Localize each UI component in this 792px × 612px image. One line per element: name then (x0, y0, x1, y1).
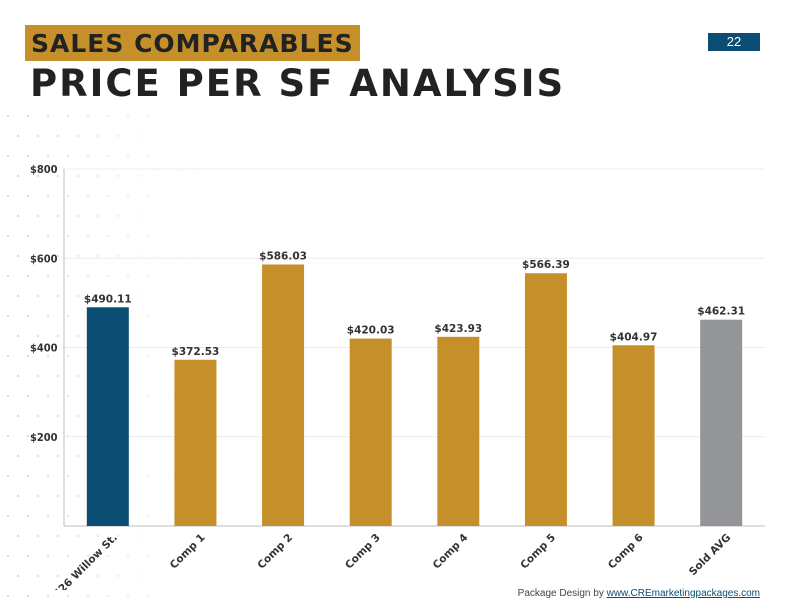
x-tick-label: Comp 4 (431, 532, 471, 572)
bar-value-label: $462.31 (697, 306, 745, 318)
y-tick-label: $600 (30, 252, 58, 265)
credit-prefix: Package Design by (517, 588, 604, 599)
bar-value-label: $372.53 (172, 346, 220, 358)
page-number: 22 (708, 33, 760, 51)
bar (612, 345, 655, 526)
y-tick-label: $400 (30, 342, 58, 355)
bar-value-label: $586.03 (259, 250, 307, 262)
x-tick-label: 1426 Willow St. (46, 532, 120, 590)
x-tick-label: Sold AVG (687, 532, 733, 578)
bar (700, 319, 743, 526)
x-tick-label: Comp 3 (343, 532, 383, 572)
bar (437, 336, 480, 526)
bar (524, 273, 567, 526)
bar-value-label: $404.97 (610, 331, 658, 343)
credit-link[interactable]: www.CREmarketingpackages.com (606, 588, 760, 599)
x-tick-label: Comp 2 (255, 532, 295, 572)
bar (174, 359, 217, 526)
x-tick-label: Comp 6 (606, 532, 646, 572)
page-title: PRICE PER SF ANALYSIS (30, 62, 566, 105)
price-per-sf-bar-chart: $200 $400 $600 $800 $490.11 1426 Willow St. $3… (30, 163, 765, 590)
bar-value-label: $420.03 (347, 325, 395, 337)
bar-value-label: $566.39 (522, 259, 570, 271)
x-tick-label: Comp 5 (518, 532, 558, 572)
y-tick-label: $200 (30, 431, 58, 444)
bar (349, 338, 392, 526)
bar-value-label: $423.93 (434, 323, 482, 335)
design-credit: Package Design by www.CREmarketingpackag… (518, 588, 760, 599)
section-label: SALES COMPARABLES (25, 25, 360, 61)
bar-value-label: $490.11 (84, 293, 132, 305)
bar (86, 307, 129, 526)
y-tick-label: $800 (30, 163, 58, 176)
bar (262, 264, 305, 526)
x-tick-label: Comp 1 (168, 532, 208, 572)
